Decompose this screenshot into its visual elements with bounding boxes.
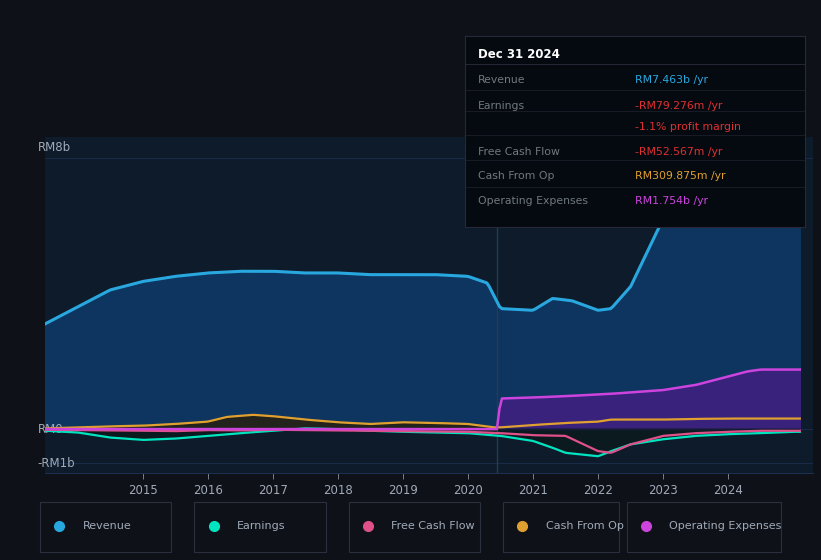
Text: RM1.754b /yr: RM1.754b /yr <box>635 196 708 206</box>
Text: -RM79.276m /yr: -RM79.276m /yr <box>635 101 722 111</box>
Bar <box>40 502 172 552</box>
Bar <box>626 502 781 552</box>
Bar <box>349 502 480 552</box>
Text: -1.1% profit margin: -1.1% profit margin <box>635 122 741 132</box>
Text: Earnings: Earnings <box>237 521 286 531</box>
Text: Dec 31 2024: Dec 31 2024 <box>479 48 560 61</box>
Text: Earnings: Earnings <box>479 101 525 111</box>
Text: RM8b: RM8b <box>38 141 71 154</box>
Bar <box>503 502 619 552</box>
Text: RM0: RM0 <box>38 423 63 436</box>
Text: Operating Expenses: Operating Expenses <box>479 196 589 206</box>
Text: Revenue: Revenue <box>479 75 525 85</box>
Text: -RM52.567m /yr: -RM52.567m /yr <box>635 147 722 157</box>
Text: RM309.875m /yr: RM309.875m /yr <box>635 171 726 181</box>
Text: Revenue: Revenue <box>82 521 131 531</box>
Text: Cash From Op: Cash From Op <box>546 521 623 531</box>
Text: Free Cash Flow: Free Cash Flow <box>392 521 475 531</box>
Bar <box>195 502 326 552</box>
Text: Cash From Op: Cash From Op <box>479 171 555 181</box>
Text: Free Cash Flow: Free Cash Flow <box>479 147 560 157</box>
Text: -RM1b: -RM1b <box>38 456 75 469</box>
Text: RM7.463b /yr: RM7.463b /yr <box>635 75 708 85</box>
Text: Operating Expenses: Operating Expenses <box>669 521 782 531</box>
